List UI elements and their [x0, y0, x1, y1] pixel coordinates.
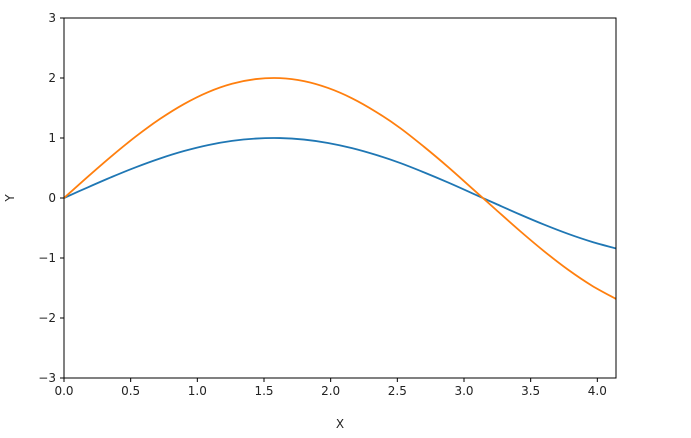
plot-frame: [63, 17, 617, 379]
x-tick-label: 0.5: [121, 384, 140, 398]
y-tick-label: 2: [48, 71, 56, 85]
x-tick-label: 3.5: [521, 384, 540, 398]
x-axis-label: X: [336, 417, 344, 431]
x-tick-label: 0.0: [54, 384, 73, 398]
y-tick-label: 0: [48, 191, 56, 205]
y-tick-label: 3: [48, 11, 56, 25]
y-tick-label: 1: [48, 131, 56, 145]
y-tick-label: −3: [38, 371, 56, 385]
line-series: [64, 137, 616, 250]
x-tick-label: 2.5: [388, 384, 407, 398]
y-tick-label: −1: [38, 251, 56, 265]
x-tick-label: 1.0: [188, 384, 207, 398]
x-tick-label: 1.5: [254, 384, 273, 398]
x-tick-label: 2.0: [321, 384, 340, 398]
y-tick-label: −2: [38, 311, 56, 325]
x-tick-label: 4.0: [588, 384, 607, 398]
line-series: [64, 77, 616, 300]
y-axis-label: Y: [3, 194, 17, 203]
x-tick-label: 3.0: [454, 384, 473, 398]
